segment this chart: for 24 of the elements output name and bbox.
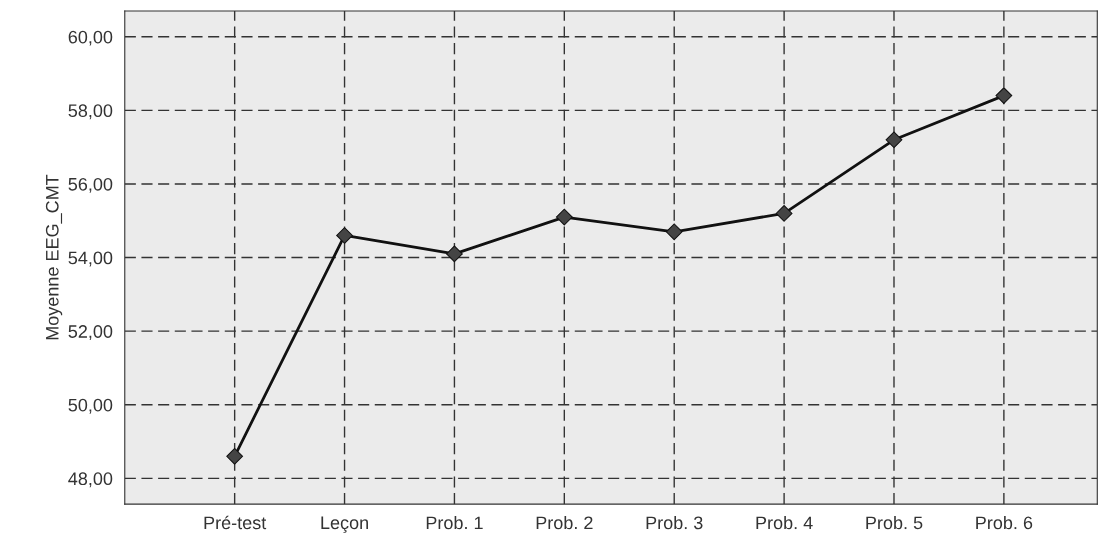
point xyxy=(555,208,573,226)
x-tick-label: Pré-test xyxy=(204,515,267,530)
x-tick-label: Prob. 6 xyxy=(976,515,1033,530)
x-tick-label: Prob. 3 xyxy=(646,515,703,530)
x-tick-label: Prob. 1 xyxy=(426,515,483,530)
y-tick-label: 58,00 xyxy=(68,104,113,120)
y-tick-label: 56,00 xyxy=(68,177,113,193)
point xyxy=(226,447,244,465)
point xyxy=(665,223,683,241)
x-tick-label: Prob. 5 xyxy=(866,515,923,530)
point xyxy=(775,205,793,222)
y-tick-label: 50,00 xyxy=(68,398,113,414)
point xyxy=(446,245,463,263)
x-tick-label: Prob. 2 xyxy=(536,515,593,530)
point xyxy=(336,227,353,244)
point xyxy=(995,87,1013,104)
y-axis-title: Moyenne EEG_CMT xyxy=(45,174,63,340)
x-tick-label: Leçon xyxy=(321,516,368,533)
y-tick-label: 48,00 xyxy=(68,472,113,488)
y-tick-label: 52,00 xyxy=(68,325,113,341)
y-tick-label: 54,00 xyxy=(68,251,113,267)
y-tick-label: 60,00 xyxy=(68,30,113,46)
x-tick-label: Prob. 4 xyxy=(756,515,813,530)
point xyxy=(885,131,903,149)
